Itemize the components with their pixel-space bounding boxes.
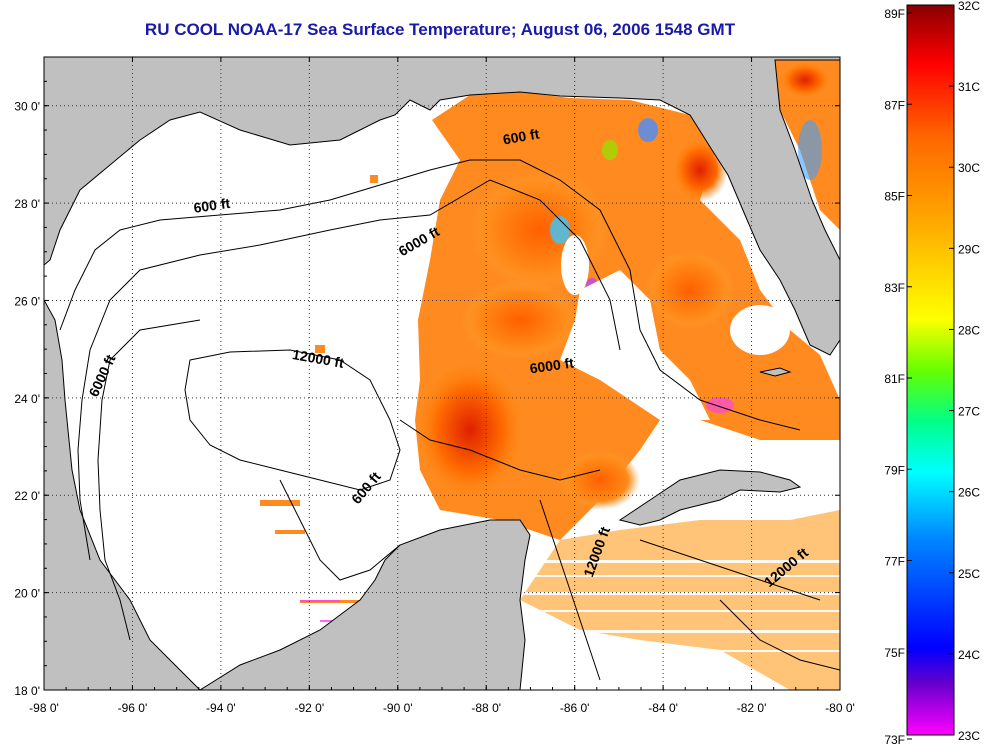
fahrenheit-tick-label: 87F <box>884 98 905 112</box>
contour-label: 6000 ft <box>529 354 575 376</box>
lon-tick-label: -80 0' <box>825 701 855 715</box>
lat-tick-label: 28 0' <box>14 197 40 211</box>
map-title: RU COOL NOAA-17 Sea Surface Temperature;… <box>144 20 736 39</box>
lat-tick-label: 18 0' <box>14 684 40 698</box>
fahrenheit-tick-label: 77F <box>884 555 905 569</box>
celsius-tick-label: 27C <box>958 405 980 419</box>
celsius-tick-label: 26C <box>958 486 980 500</box>
lat-lon-grid <box>44 57 840 690</box>
celsius-tick-label: 23C <box>958 729 980 743</box>
fahrenheit-tick-label: 79F <box>884 463 905 477</box>
lon-tick-label: -86 0' <box>560 701 590 715</box>
colorbar-gradient <box>906 4 955 736</box>
lon-tick-label: -92 0' <box>295 701 325 715</box>
lon-tick-label: -82 0' <box>737 701 767 715</box>
lon-tick-label: -94 0' <box>206 701 236 715</box>
fahrenheit-tick-label: 83F <box>884 281 905 295</box>
celsius-tick-label: 31C <box>958 80 980 94</box>
celsius-tick-label: 25C <box>958 567 980 581</box>
bathymetry-contours <box>59 159 840 681</box>
celsius-tick-label: 29C <box>958 242 980 256</box>
fahrenheit-tick-label: 81F <box>884 372 905 386</box>
fahrenheit-tick-label: 73F <box>884 733 905 747</box>
celsius-tick-label: 32C <box>958 0 980 13</box>
map-axes: -98 0' -96 0' -94 0' -92 0' -90 0' -88 0' -86 … <box>14 56 855 715</box>
contour-label: 600 ft <box>502 125 541 147</box>
lon-tick-label: -88 0' <box>471 701 501 715</box>
contour-label: 600 ft <box>193 195 232 216</box>
lon-tick-label: -98 0' <box>29 701 59 715</box>
lat-tick-label: 26 0' <box>14 294 40 308</box>
lat-tick-label: 22 0' <box>14 489 40 503</box>
fahrenheit-tick-label: 75F <box>884 646 905 660</box>
land <box>44 57 840 690</box>
lon-tick-label: -90 0' <box>383 701 413 715</box>
lat-tick-label: 20 0' <box>14 587 40 601</box>
lat-tick-label: 30 0' <box>14 100 40 114</box>
lat-tick-label: 24 0' <box>14 392 40 406</box>
fahrenheit-tick-label: 85F <box>884 190 905 204</box>
celsius-tick-label: 30C <box>958 161 980 175</box>
celsius-tick-label: 24C <box>958 648 980 662</box>
fahrenheit-tick-label: 89F <box>884 7 905 21</box>
lon-tick-label: -96 0' <box>118 701 148 715</box>
lon-tick-label: -84 0' <box>648 701 678 715</box>
celsius-tick-label: 28C <box>958 323 980 337</box>
